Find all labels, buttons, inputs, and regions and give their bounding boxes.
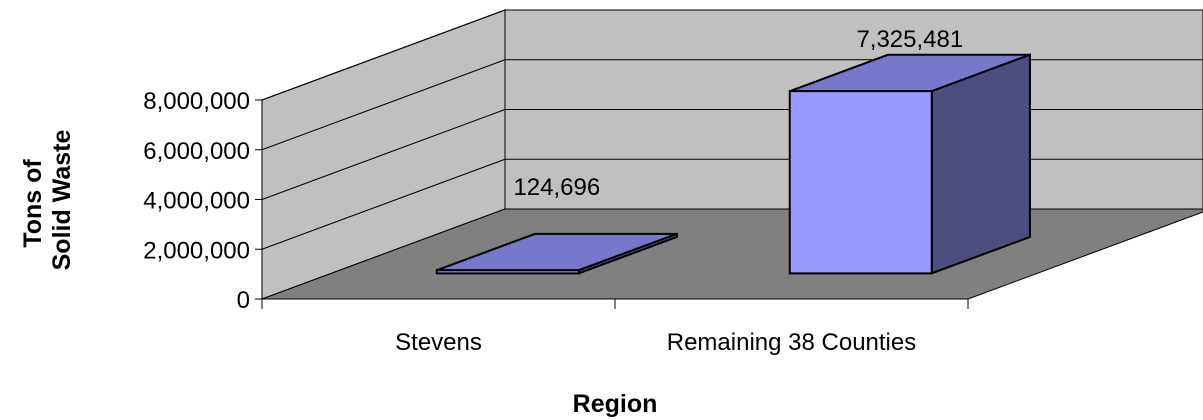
bar-side-1 — [930, 53, 1031, 275]
y-axis-title-line-1: Tons of — [19, 159, 47, 248]
data-label-1: 7,325,481 — [856, 26, 963, 53]
x-axis-ticks — [261, 299, 969, 309]
bar-front-0 — [435, 269, 580, 275]
bars — [435, 53, 1031, 275]
category-labels: Stevens Remaining 38 Counties — [395, 329, 916, 356]
gridline-left-4 — [261, 9, 506, 101]
y-tick-label-3: 6,000,000 — [143, 138, 250, 165]
y-tick-label-2: 4,000,000 — [143, 188, 250, 215]
bar-1 — [788, 53, 1031, 275]
category-label-0: Stevens — [395, 329, 482, 356]
bar-0 — [435, 232, 678, 275]
category-label-1: Remaining 38 Counties — [667, 329, 916, 356]
gridlines — [261, 9, 1203, 250]
gridline-left-3 — [261, 59, 506, 151]
y-tick-label-1: 2,000,000 — [143, 237, 250, 264]
data-labels: 124,696 7,325,481 — [513, 26, 963, 201]
gridline-left-2 — [261, 109, 506, 200]
y-tick-label-0: 0 — [237, 287, 250, 314]
y-axis-ticks: 0 2,000,000 4,000,000 6,000,000 8,000,000 — [143, 88, 262, 314]
y-tick-label-4: 8,000,000 — [143, 88, 250, 115]
gridline-left-1 — [261, 158, 506, 250]
x-axis-title: Region — [573, 390, 658, 418]
bar-front-1 — [788, 90, 933, 275]
data-label-0: 124,696 — [513, 174, 600, 201]
y-axis-title: Tons of Solid Waste — [19, 130, 76, 271]
y-axis-title-line-2: Solid Waste — [48, 130, 76, 271]
